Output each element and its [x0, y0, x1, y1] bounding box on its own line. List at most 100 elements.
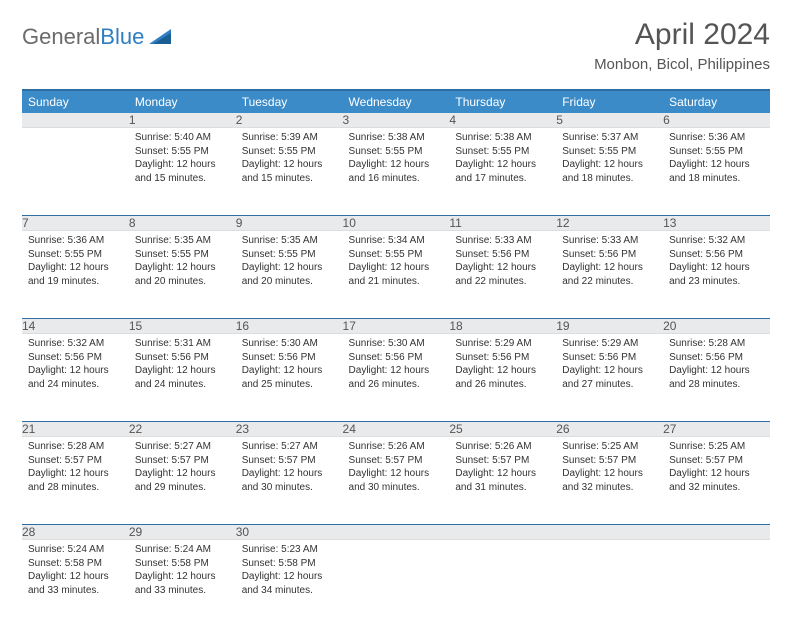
day-number: 14 — [22, 319, 129, 334]
daylight-text: Daylight: 12 hours and 15 minutes. — [135, 158, 230, 185]
sunrise-text: Sunrise: 5:36 AM — [28, 234, 123, 248]
day-cell: Sunrise: 5:31 AMSunset: 5:56 PMDaylight:… — [129, 334, 236, 422]
day-cell: Sunrise: 5:29 AMSunset: 5:56 PMDaylight:… — [556, 334, 663, 422]
daylight-text: Daylight: 12 hours and 24 minutes. — [135, 364, 230, 391]
daylight-text: Daylight: 12 hours and 33 minutes. — [28, 570, 123, 597]
day-number: 20 — [663, 319, 770, 334]
day-details: Sunrise: 5:35 AMSunset: 5:55 PMDaylight:… — [236, 231, 343, 294]
day-details: Sunrise: 5:33 AMSunset: 5:56 PMDaylight:… — [449, 231, 556, 294]
sunset-text: Sunset: 5:56 PM — [562, 248, 657, 262]
day-details: Sunrise: 5:28 AMSunset: 5:57 PMDaylight:… — [22, 437, 129, 500]
sunset-text: Sunset: 5:57 PM — [349, 454, 444, 468]
day-number: 27 — [663, 422, 770, 437]
day-details: Sunrise: 5:39 AMSunset: 5:55 PMDaylight:… — [236, 128, 343, 191]
sunset-text: Sunset: 5:58 PM — [242, 557, 337, 571]
day-details — [449, 540, 556, 549]
daylight-text: Daylight: 12 hours and 21 minutes. — [349, 261, 444, 288]
day-details: Sunrise: 5:30 AMSunset: 5:56 PMDaylight:… — [236, 334, 343, 397]
day-cell: Sunrise: 5:28 AMSunset: 5:57 PMDaylight:… — [22, 437, 129, 525]
day-cell: Sunrise: 5:38 AMSunset: 5:55 PMDaylight:… — [449, 128, 556, 216]
day-details: Sunrise: 5:27 AMSunset: 5:57 PMDaylight:… — [236, 437, 343, 500]
sunrise-text: Sunrise: 5:38 AM — [455, 131, 550, 145]
sunrise-text: Sunrise: 5:24 AM — [135, 543, 230, 557]
logo-triangle-icon — [149, 24, 175, 50]
calendar-table: Sunday Monday Tuesday Wednesday Thursday… — [22, 89, 770, 628]
day-cell: Sunrise: 5:32 AMSunset: 5:56 PMDaylight:… — [22, 334, 129, 422]
daynum-row: 78910111213 — [22, 216, 770, 231]
day-details: Sunrise: 5:35 AMSunset: 5:55 PMDaylight:… — [129, 231, 236, 294]
day-number: 25 — [449, 422, 556, 437]
daylight-text: Daylight: 12 hours and 18 minutes. — [669, 158, 764, 185]
day-number — [343, 525, 450, 540]
day-number: 19 — [556, 319, 663, 334]
sunset-text: Sunset: 5:56 PM — [562, 351, 657, 365]
sunrise-text: Sunrise: 5:31 AM — [135, 337, 230, 351]
sunrise-text: Sunrise: 5:26 AM — [455, 440, 550, 454]
daybody-row: Sunrise: 5:40 AMSunset: 5:55 PMDaylight:… — [22, 128, 770, 216]
daylight-text: Daylight: 12 hours and 23 minutes. — [669, 261, 764, 288]
sunset-text: Sunset: 5:56 PM — [669, 351, 764, 365]
sunrise-text: Sunrise: 5:27 AM — [135, 440, 230, 454]
sunrise-text: Sunrise: 5:37 AM — [562, 131, 657, 145]
sunrise-text: Sunrise: 5:32 AM — [669, 234, 764, 248]
day-details: Sunrise: 5:36 AMSunset: 5:55 PMDaylight:… — [22, 231, 129, 294]
daylight-text: Daylight: 12 hours and 33 minutes. — [135, 570, 230, 597]
day-number: 12 — [556, 216, 663, 231]
sunset-text: Sunset: 5:58 PM — [28, 557, 123, 571]
weekday-header: Sunday — [22, 90, 129, 113]
sunset-text: Sunset: 5:57 PM — [669, 454, 764, 468]
day-number: 3 — [343, 113, 450, 128]
daylight-text: Daylight: 12 hours and 27 minutes. — [562, 364, 657, 391]
sunrise-text: Sunrise: 5:24 AM — [28, 543, 123, 557]
daynum-row: 14151617181920 — [22, 319, 770, 334]
day-cell: Sunrise: 5:39 AMSunset: 5:55 PMDaylight:… — [236, 128, 343, 216]
weekday-header: Tuesday — [236, 90, 343, 113]
day-details: Sunrise: 5:25 AMSunset: 5:57 PMDaylight:… — [663, 437, 770, 500]
day-details: Sunrise: 5:36 AMSunset: 5:55 PMDaylight:… — [663, 128, 770, 191]
day-number — [22, 113, 129, 128]
sunset-text: Sunset: 5:55 PM — [349, 248, 444, 262]
sunset-text: Sunset: 5:55 PM — [135, 145, 230, 159]
daylight-text: Daylight: 12 hours and 22 minutes. — [562, 261, 657, 288]
sunset-text: Sunset: 5:56 PM — [455, 351, 550, 365]
day-number: 17 — [343, 319, 450, 334]
day-number: 28 — [22, 525, 129, 540]
day-cell: Sunrise: 5:36 AMSunset: 5:55 PMDaylight:… — [663, 128, 770, 216]
day-number: 21 — [22, 422, 129, 437]
daylight-text: Daylight: 12 hours and 31 minutes. — [455, 467, 550, 494]
sunrise-text: Sunrise: 5:26 AM — [349, 440, 444, 454]
daylight-text: Daylight: 12 hours and 30 minutes. — [349, 467, 444, 494]
day-details: Sunrise: 5:23 AMSunset: 5:58 PMDaylight:… — [236, 540, 343, 603]
sunrise-text: Sunrise: 5:25 AM — [562, 440, 657, 454]
day-number: 18 — [449, 319, 556, 334]
sunrise-text: Sunrise: 5:39 AM — [242, 131, 337, 145]
sunset-text: Sunset: 5:56 PM — [135, 351, 230, 365]
logo-text-1: General — [22, 24, 100, 50]
day-cell: Sunrise: 5:35 AMSunset: 5:55 PMDaylight:… — [236, 231, 343, 319]
sunrise-text: Sunrise: 5:33 AM — [455, 234, 550, 248]
sunset-text: Sunset: 5:55 PM — [669, 145, 764, 159]
daylight-text: Daylight: 12 hours and 19 minutes. — [28, 261, 123, 288]
day-details: Sunrise: 5:29 AMSunset: 5:56 PMDaylight:… — [449, 334, 556, 397]
day-cell: Sunrise: 5:32 AMSunset: 5:56 PMDaylight:… — [663, 231, 770, 319]
header: GeneralBlue April 2024 Monbon, Bicol, Ph… — [22, 18, 770, 75]
day-cell: Sunrise: 5:38 AMSunset: 5:55 PMDaylight:… — [343, 128, 450, 216]
day-cell — [556, 540, 663, 628]
sunrise-text: Sunrise: 5:30 AM — [242, 337, 337, 351]
day-details: Sunrise: 5:33 AMSunset: 5:56 PMDaylight:… — [556, 231, 663, 294]
sunset-text: Sunset: 5:55 PM — [242, 248, 337, 262]
daylight-text: Daylight: 12 hours and 32 minutes. — [669, 467, 764, 494]
weekday-header: Friday — [556, 90, 663, 113]
day-details — [343, 540, 450, 549]
daylight-text: Daylight: 12 hours and 15 minutes. — [242, 158, 337, 185]
sunset-text: Sunset: 5:56 PM — [242, 351, 337, 365]
weekday-header: Saturday — [663, 90, 770, 113]
day-details: Sunrise: 5:25 AMSunset: 5:57 PMDaylight:… — [556, 437, 663, 500]
day-number: 6 — [663, 113, 770, 128]
daylight-text: Daylight: 12 hours and 29 minutes. — [135, 467, 230, 494]
day-number: 2 — [236, 113, 343, 128]
sunset-text: Sunset: 5:56 PM — [28, 351, 123, 365]
sunrise-text: Sunrise: 5:40 AM — [135, 131, 230, 145]
day-cell: Sunrise: 5:26 AMSunset: 5:57 PMDaylight:… — [449, 437, 556, 525]
weekday-header-row: Sunday Monday Tuesday Wednesday Thursday… — [22, 90, 770, 113]
